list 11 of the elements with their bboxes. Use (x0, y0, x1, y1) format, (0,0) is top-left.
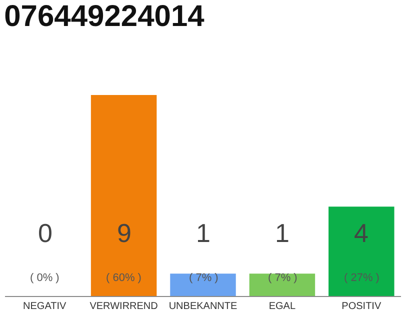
chart-title: 076449224014 (4, 0, 205, 33)
data-label: 1 ( 7% ) (189, 218, 218, 284)
x-tick-label: POSITIV (342, 301, 382, 312)
x-tick-label: UNBEKANNTE (168, 301, 238, 312)
x-tick-label: NEGATIV (23, 301, 67, 312)
x-tick-label: VERWIRREND (90, 301, 158, 312)
data-label: 9 ( 60% ) (106, 218, 142, 284)
data-label: 1 ( 7% ) (268, 218, 298, 284)
data-label: 4 ( 27% ) (344, 218, 380, 284)
data-label: 0 ( 0% ) (30, 218, 60, 284)
x-tick-label: EGAL (268, 301, 296, 312)
